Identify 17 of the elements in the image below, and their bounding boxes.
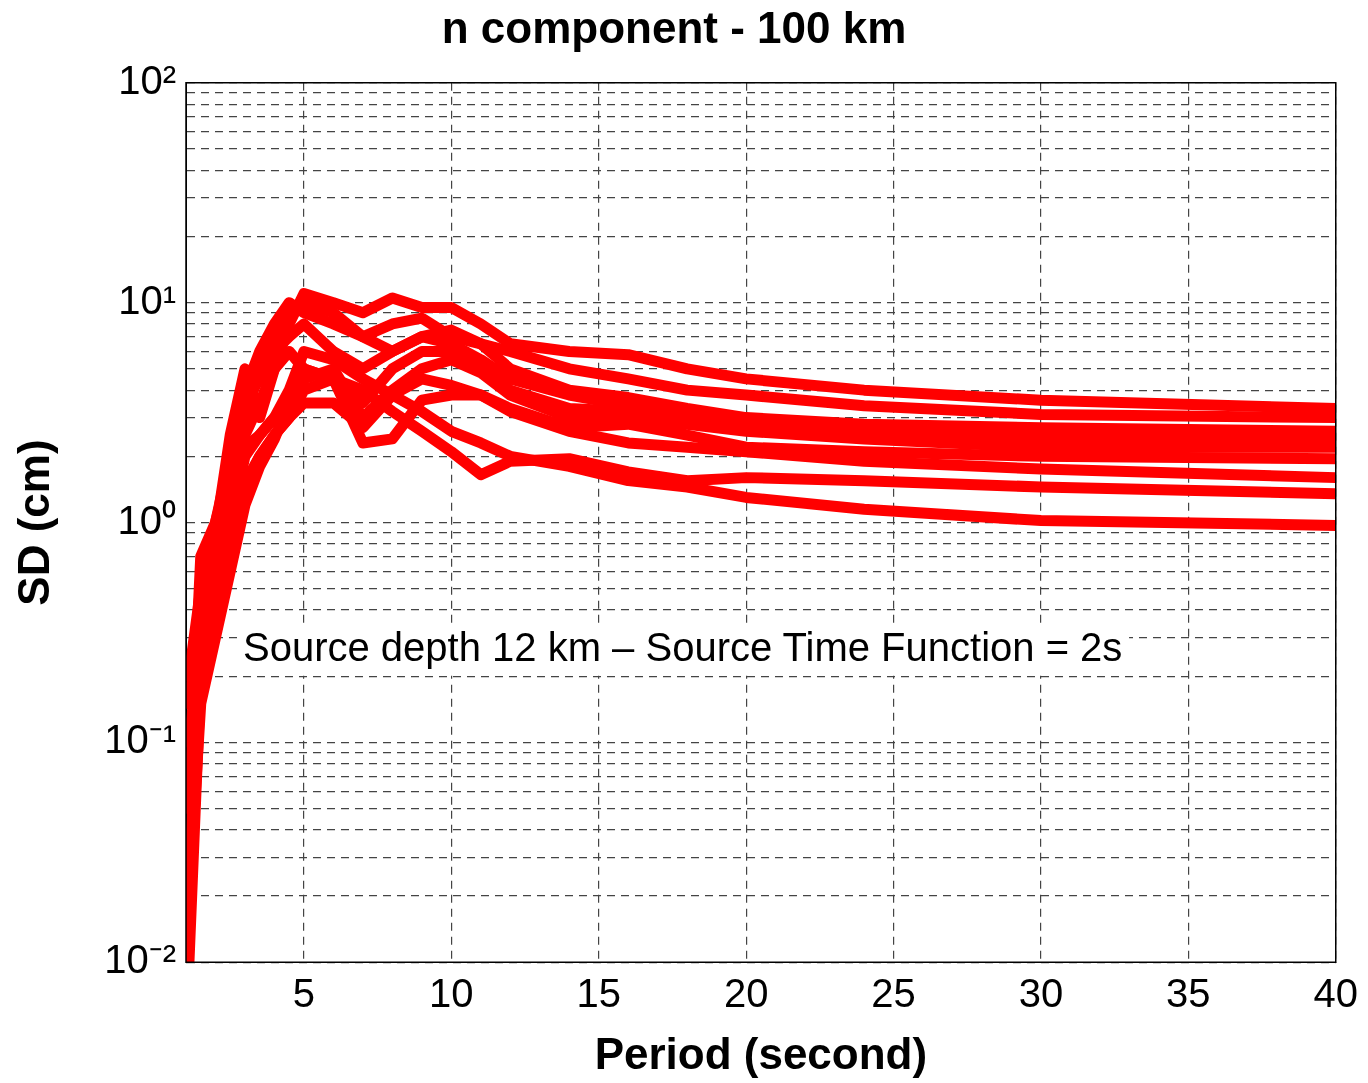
x-axis-title: Period (second) xyxy=(594,1028,928,1078)
x-tick-label: 25 xyxy=(871,971,916,1016)
x-tick-label: 5 xyxy=(292,971,316,1016)
x-tick-label: 30 xyxy=(1018,971,1064,1016)
y-tick-label: 10⁻¹ xyxy=(104,717,176,762)
x-tick-label: 10 xyxy=(429,971,474,1016)
y-axis-title: SD (cm) xyxy=(8,439,58,606)
y-tick-label: 10⁻² xyxy=(104,937,176,982)
x-tick-label: 20 xyxy=(723,971,769,1016)
annotation: Source depth 12 km – Source Time Function = 2s xyxy=(243,624,1123,669)
x-tick-label: 35 xyxy=(1166,971,1211,1016)
y-tick-label: 10¹ xyxy=(118,277,176,322)
y-tick-label: 10² xyxy=(118,57,176,102)
chart-title: n component - 100 km xyxy=(441,2,907,52)
x-tick-label: 40 xyxy=(1313,971,1358,1016)
y-tick-label: 10⁰ xyxy=(117,497,176,542)
x-tick-label: 15 xyxy=(576,971,621,1016)
